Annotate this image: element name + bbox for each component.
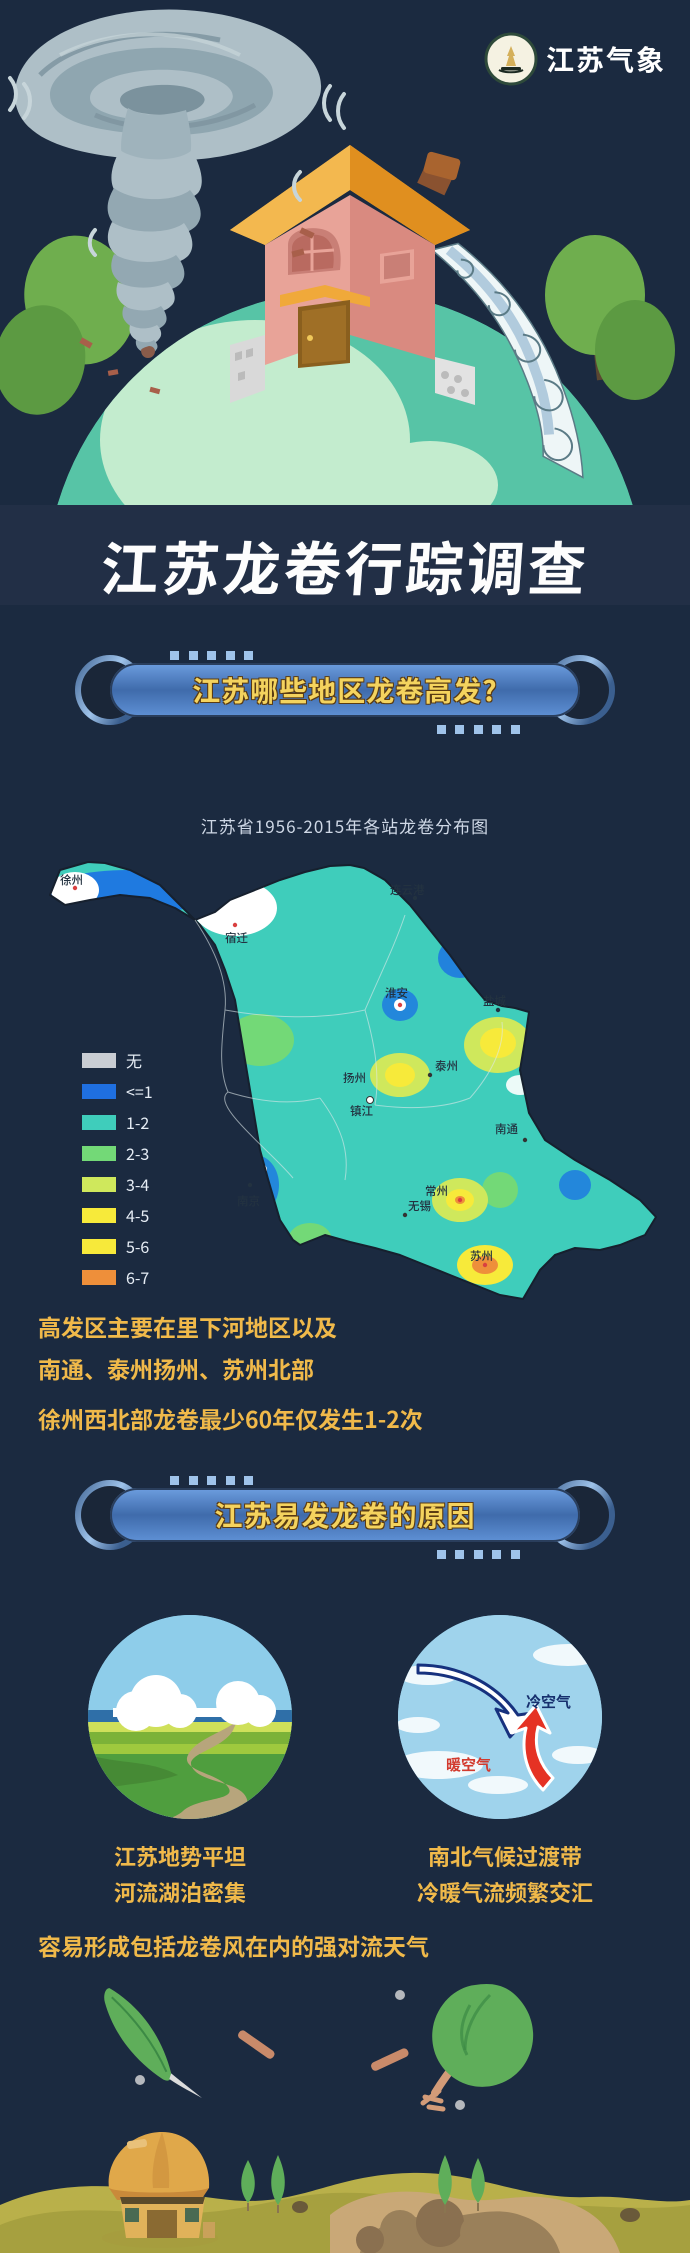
svg-text:苏州: 苏州 <box>470 1248 493 1264</box>
svg-text:扬州: 扬州 <box>343 1070 366 1086</box>
svg-text:冷空气: 冷空气 <box>526 1691 571 1712</box>
svg-text:徐州: 徐州 <box>60 872 83 888</box>
svg-text:宿迁: 宿迁 <box>225 930 248 946</box>
svg-text:常州: 常州 <box>425 1183 448 1199</box>
svg-text:连云港: 连云港 <box>390 882 425 898</box>
svg-text:无锡: 无锡 <box>408 1198 431 1214</box>
svg-text:泰州: 泰州 <box>435 1058 458 1074</box>
svg-text:淮安: 淮安 <box>385 985 408 1001</box>
svg-text:南通: 南通 <box>495 1121 518 1137</box>
svg-text:镇江: 镇江 <box>350 1103 373 1119</box>
svg-text:暖空气: 暖空气 <box>446 1754 491 1775</box>
svg-text:盐城: 盐城 <box>483 993 506 1009</box>
